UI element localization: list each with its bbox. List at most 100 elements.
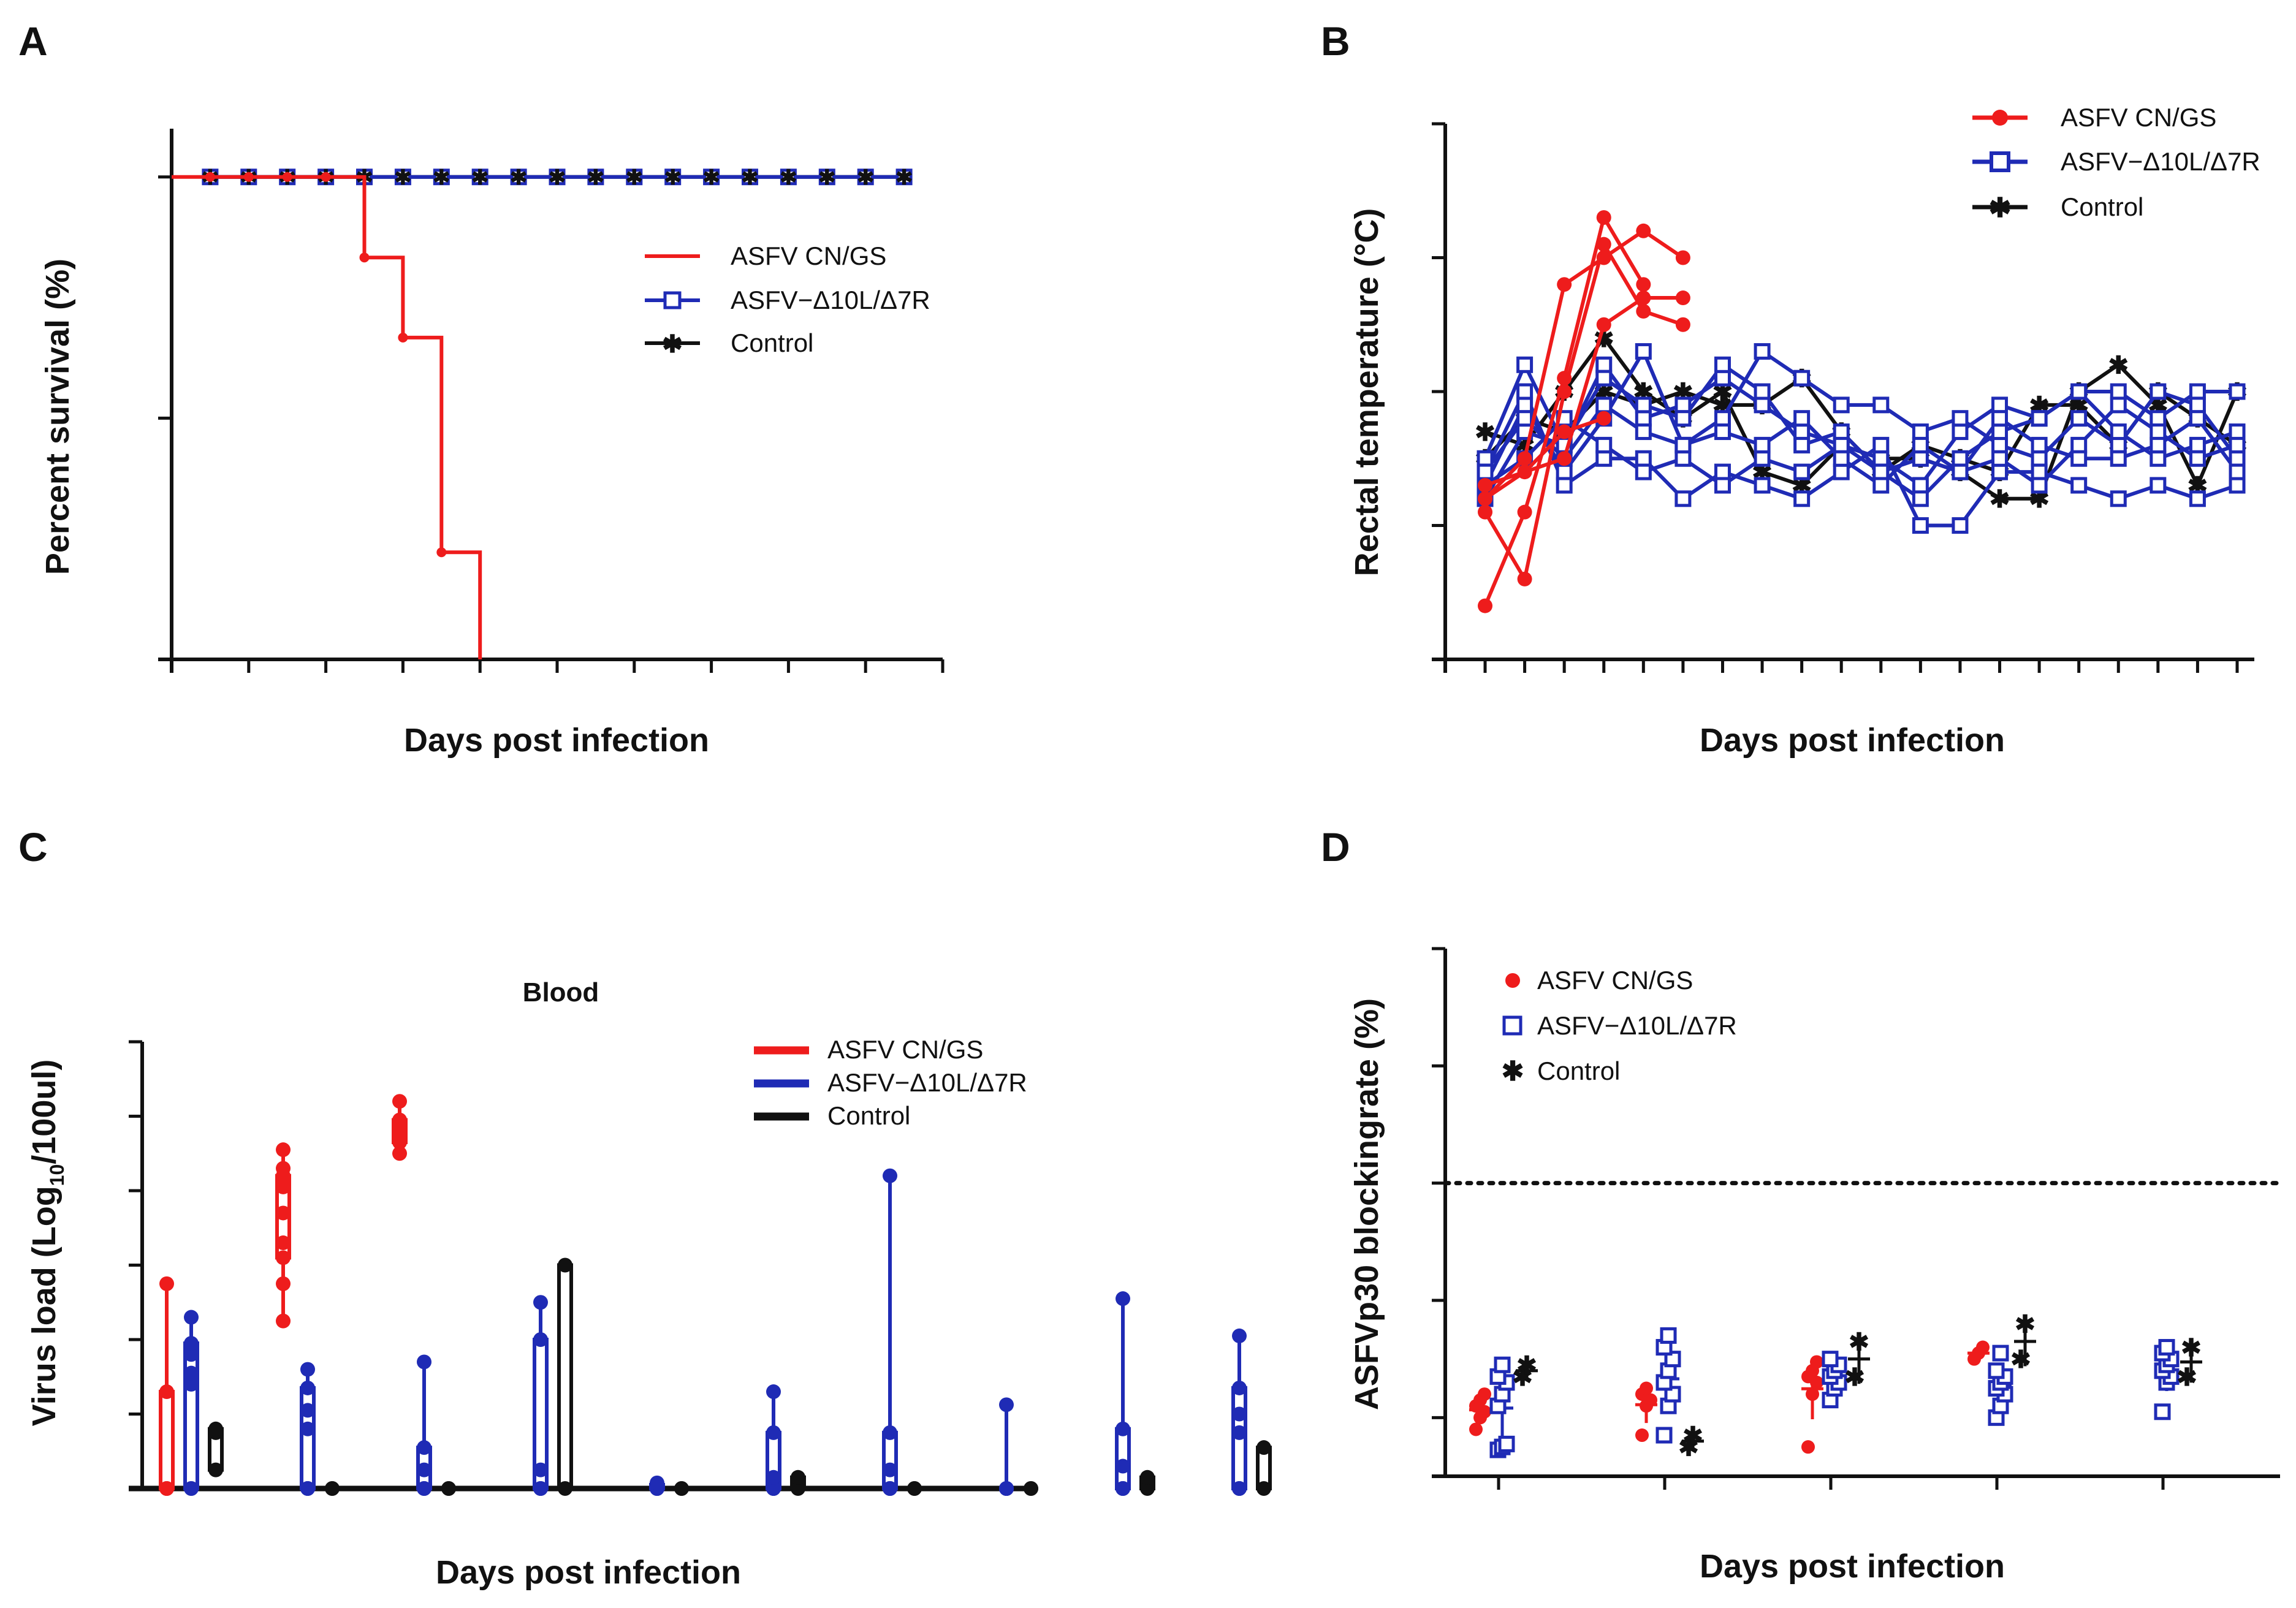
panel-a-point-control: ✱	[394, 166, 412, 189]
panel-c-point	[907, 1481, 922, 1496]
panel-b-point-mutant	[1833, 396, 1850, 414]
panel-c-legend-label-ctrl: Control	[827, 1101, 910, 1130]
panel-b-legend-marker-cn	[1992, 110, 2008, 126]
panel-c-point	[184, 1310, 199, 1325]
panel-d-marks: ✱✱✱✱✱✱✱✱✱✱✱✱✱✱✱✱✱✱✱✱	[1469, 1311, 2202, 1462]
panel-a-point-mutant	[587, 169, 604, 186]
panel-c-legend-label-cn: ASFV CN/GS	[827, 1035, 983, 1064]
panel-b-point-mutant	[1952, 517, 1969, 534]
panel-c-point	[300, 1380, 315, 1395]
panel-a-legend-marker-mut	[663, 291, 682, 309]
panel-b-point-cn-gs	[1636, 277, 1651, 292]
panel-c-point	[184, 1365, 199, 1381]
panel-a-legend-label-ctrl: Control	[731, 328, 813, 357]
panel-b-legend: ASFV CN/GS ASFV−Δ10L/Δ7R ✱ Control	[1972, 103, 2260, 223]
panel-a-point-control: ✱	[780, 166, 797, 189]
panel-b-point-mutant	[2189, 450, 2206, 467]
panel-b-legend-marker-ctrl: ✱	[1989, 193, 2012, 223]
panel-b-point-cn-gs	[1636, 290, 1651, 306]
panel-d-legend-marker-cn	[1505, 973, 1520, 988]
panel-c-range-box	[1115, 1427, 1131, 1491]
panel-d-point-mutant	[2154, 1403, 2171, 1420]
panel-b-point-mutant	[2229, 436, 2246, 453]
panel-b-point-cn-gs	[1557, 277, 1572, 292]
panel-a-point-mutant	[780, 169, 797, 186]
panel-b-point-mutant	[1793, 423, 1811, 441]
panel-c-point	[417, 1354, 431, 1370]
panel-b-point-mutant	[1635, 423, 1652, 441]
panel-a-point-cn-gs	[398, 332, 408, 343]
panel-c-axes	[129, 1040, 1025, 1492]
panel-c-point	[276, 1179, 291, 1194]
panel-a-point-control: ✱	[857, 166, 875, 189]
panel-d-legend-marker-ctrl: ✱	[1502, 1056, 1524, 1087]
panel-a-marks: ✱✱✱✱✱✱✱✱✱✱✱✱✱✱✱✱✱✱✱	[172, 166, 913, 659]
panel-a-point-control: ✱	[510, 166, 528, 189]
panel-d-point-control: ✱	[1512, 1364, 1533, 1391]
panel-a-point-control: ✱	[433, 166, 450, 189]
panel-b-point-mutant	[1793, 370, 1811, 387]
panel-c-point	[276, 1142, 291, 1158]
panel-b-point-mutant	[1991, 436, 2009, 453]
panel-c-point	[300, 1403, 315, 1418]
panel-b-point-cn-gs	[1675, 317, 1690, 332]
panel-a-point-cn-gs	[205, 172, 215, 182]
panel-b-point-mutant	[1714, 370, 1731, 387]
panel-b-point-mutant	[1912, 423, 1929, 441]
panel-c-point	[392, 1094, 407, 1109]
panel-c-point	[300, 1421, 315, 1436]
panel-b-point-mutant	[1833, 423, 1850, 441]
panel-c-y-axis-title-end: /100ul)	[26, 1060, 63, 1164]
panel-c-y-axis-title-main: Virus load (Log	[26, 1186, 63, 1426]
panel-d-point-mutant	[1988, 1362, 2005, 1379]
panel-b-point-mutant	[2031, 463, 2048, 480]
panel-b-point-mutant	[2150, 383, 2167, 400]
panel-b-point-control: ✱	[1990, 486, 2010, 513]
panel-b-point-mutant	[1714, 463, 1731, 480]
panel-c-legend: ASFV CN/GS ASFV−Δ10L/Δ7R Control	[754, 1035, 1027, 1130]
panel-b-point-mutant	[1714, 477, 1731, 494]
panel-b-legend-label-cn: ASFV CN/GS	[2061, 103, 2216, 132]
panel-b-point-cn-gs	[1675, 250, 1690, 265]
panel-b-point-mutant	[1595, 396, 1613, 414]
panel-b-point-mutant	[1872, 450, 1890, 467]
panel-b-point-mutant	[1833, 436, 1850, 453]
panel-b-point-mutant	[2031, 450, 2048, 467]
panel-c-point	[1116, 1458, 1130, 1474]
panel-c-point	[1256, 1481, 1271, 1496]
panel-c-point	[533, 1481, 548, 1496]
panel-b-point-mutant	[1793, 463, 1811, 480]
panel-c-point	[1024, 1481, 1038, 1496]
panel-b-point-mutant	[1477, 450, 1494, 467]
panel-b-point-cn-gs	[1596, 250, 1611, 265]
panel-b-point-mutant	[2189, 396, 2206, 414]
panel-d-point-control: ✱	[2010, 1346, 2031, 1373]
panel-b-legend-label-ctrl: Control	[2061, 192, 2143, 221]
panel-c-point	[417, 1481, 431, 1496]
panel-b-point-cn-gs	[1557, 451, 1572, 466]
panel-b-point-mutant	[2031, 477, 2048, 494]
panel-c-point	[533, 1295, 548, 1310]
panel-d-point-mutant	[1992, 1344, 2009, 1362]
panel-b-point-mutant	[1595, 436, 1613, 453]
panel-b-point-mutant	[1635, 410, 1652, 427]
panel-b-point-mutant	[1872, 436, 1890, 453]
panel-c-point	[392, 1146, 407, 1161]
panel-d-legend-label-mut: ASFV−Δ10L/Δ7R	[1537, 1011, 1737, 1040]
panel-c-legend-label-mut: ASFV−Δ10L/Δ7R	[827, 1068, 1027, 1097]
panel-c-point	[276, 1161, 291, 1176]
panel-d-point-cn-gs	[1635, 1428, 1649, 1443]
panel-a-point-cn-gs	[359, 252, 370, 263]
panel-a-series-line-cn-gs	[172, 175, 482, 659]
panel-b-point-mutant	[1952, 410, 1969, 427]
panel-c-point	[300, 1362, 315, 1377]
panel-b-point-cn-gs	[1557, 384, 1572, 399]
panel-c-range-box	[882, 1430, 898, 1490]
panel-b-point-mutant	[2229, 463, 2246, 480]
panel-a-point-mutant	[510, 169, 527, 186]
panel-a-survival-chart: ✱✱✱✱✱✱✱✱✱✱✱✱✱✱✱✱✱✱✱ Days post infection …	[39, 129, 945, 759]
panel-b-point-mutant	[2150, 410, 2167, 427]
panel-c-point	[184, 1336, 199, 1351]
panel-a-point-control: ✱	[741, 166, 759, 189]
panel-b-point-mutant	[1912, 450, 1929, 467]
